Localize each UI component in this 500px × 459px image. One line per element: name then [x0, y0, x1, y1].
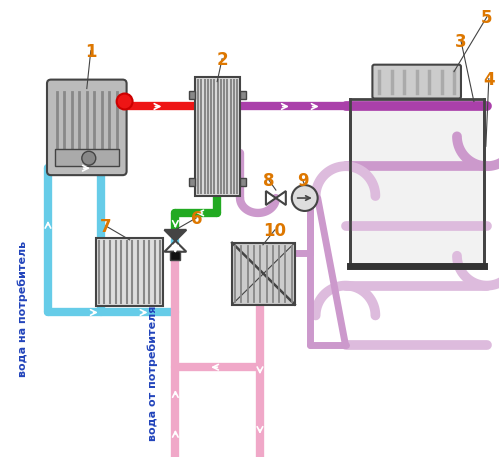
Bar [170, 251, 180, 260]
Text: вода от потребителя: вода от потребителя [147, 305, 158, 440]
Text: 9: 9 [297, 172, 308, 190]
Bar [96, 238, 164, 306]
Bar [196, 78, 240, 196]
Circle shape [82, 152, 96, 166]
Text: 8: 8 [263, 172, 274, 190]
Circle shape [292, 186, 318, 212]
Text: 6: 6 [190, 209, 202, 227]
Bar [350, 99, 484, 266]
FancyBboxPatch shape [372, 66, 461, 99]
Text: вода на потребитель: вода на потребитель [18, 240, 28, 376]
Circle shape [116, 95, 132, 110]
Bar [240, 179, 246, 187]
Text: 3: 3 [455, 33, 467, 50]
Bar [190, 91, 196, 99]
Text: 5: 5 [481, 9, 492, 27]
Text: 10: 10 [264, 221, 286, 239]
Polygon shape [164, 241, 186, 252]
Polygon shape [266, 192, 276, 206]
Text: 2: 2 [216, 50, 228, 68]
Text: 1: 1 [85, 43, 96, 61]
Bar [232, 243, 295, 305]
FancyBboxPatch shape [47, 80, 126, 176]
Polygon shape [276, 192, 286, 206]
Text: 4: 4 [483, 71, 494, 89]
Bar [190, 179, 196, 187]
Bar [240, 91, 246, 99]
Bar [55, 150, 118, 167]
Polygon shape [164, 230, 186, 241]
Text: 7: 7 [100, 218, 112, 235]
